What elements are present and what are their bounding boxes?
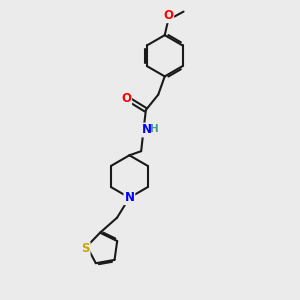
Text: N: N bbox=[124, 191, 134, 204]
Text: N: N bbox=[142, 124, 152, 136]
Text: H: H bbox=[150, 124, 159, 134]
Text: O: O bbox=[163, 9, 173, 22]
Text: O: O bbox=[121, 92, 131, 105]
Text: S: S bbox=[81, 242, 90, 255]
